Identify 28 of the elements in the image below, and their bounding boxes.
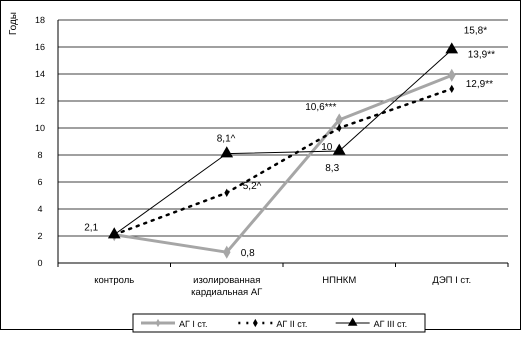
x-tick-label: НПНКМ	[322, 275, 356, 286]
data-label: 15,8*	[464, 26, 488, 37]
y-tick-label: 18	[34, 15, 46, 25]
y-tick-label: 12	[34, 96, 46, 106]
y-tick-label: 8	[37, 150, 43, 160]
y-tick-label: 10	[34, 123, 46, 133]
data-label: 2,1	[84, 222, 99, 234]
data-label: 8,3	[325, 162, 340, 174]
data-label: 0,8	[240, 248, 256, 260]
data-label: 12,9**	[466, 78, 494, 90]
data-label: 8,1^	[216, 134, 236, 145]
y-tick-label: 4	[37, 204, 43, 214]
legend-label: АГ II ст.	[276, 319, 308, 329]
data-label: 13,9**	[468, 49, 496, 60]
y-axis-title: Годы	[8, 12, 19, 36]
x-tick-label: изолированная кардиальная АГ	[191, 275, 262, 298]
y-tick-label: 2	[37, 231, 43, 241]
y-tick-label: 0	[37, 258, 43, 268]
data-label: 10,6***	[305, 102, 336, 113]
x-tick-label: контроль	[94, 275, 134, 286]
y-tick-label: 14	[34, 69, 46, 79]
data-label: 10	[321, 142, 333, 153]
y-tick-label: 16	[34, 42, 46, 52]
legend-label: АГ I ст.	[179, 319, 208, 329]
x-tick-label: ДЭП I ст.	[432, 275, 472, 286]
y-tick-label: 6	[37, 177, 43, 187]
data-label: 5,2^	[242, 180, 262, 192]
legend-label: АГ III ст.	[374, 319, 408, 329]
